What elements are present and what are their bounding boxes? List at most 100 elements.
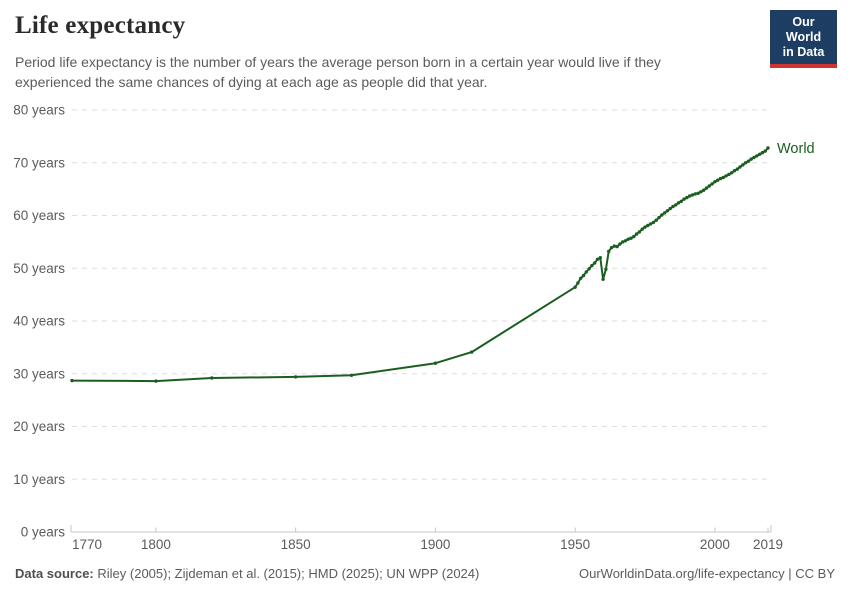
- data-point-marker: [690, 193, 695, 197]
- data-point-marker: [704, 186, 709, 190]
- data-point-marker: [618, 242, 622, 246]
- data-point-marker: [727, 172, 731, 177]
- data-point-marker: [674, 203, 678, 207]
- data-point-marker: [707, 184, 711, 188]
- data-point-marker: [637, 230, 642, 234]
- data-point-marker: [746, 159, 751, 163]
- data-point-marker: [581, 273, 586, 278]
- data-point-marker: [609, 246, 614, 250]
- subtitle-line-1: Period life expectancy is the number of …: [15, 54, 661, 70]
- data-point-marker: [741, 163, 745, 167]
- data-point-marker: [716, 178, 720, 182]
- y-axis-tick-label: 40 years: [13, 314, 65, 329]
- data-point-marker: [621, 240, 625, 244]
- x-axis-tick-label: 1800: [141, 537, 171, 552]
- data-point-marker: [648, 222, 653, 226]
- data-point-marker: [154, 379, 158, 383]
- data-point-marker: [604, 267, 608, 271]
- y-axis-tick-label: 80 years: [13, 103, 65, 118]
- data-point-marker: [607, 249, 611, 254]
- x-axis-tick-label: 1900: [420, 537, 450, 552]
- x-axis-tick-label: 1770: [72, 537, 102, 552]
- data-point-marker: [587, 267, 591, 271]
- data-point-marker: [743, 161, 748, 165]
- data-point-marker: [632, 234, 636, 239]
- data-source-label: Data source:: [15, 566, 94, 581]
- data-point-marker: [718, 176, 723, 181]
- data-point-marker: [660, 213, 664, 217]
- chart-subtitle: Period life expectancy is the number of …: [15, 53, 735, 92]
- data-point-marker: [433, 361, 438, 365]
- data-point-marker: [710, 182, 714, 186]
- data-point-marker: [615, 244, 619, 249]
- data-point-marker: [668, 206, 672, 211]
- data-point-marker: [626, 237, 630, 241]
- data-point-marker: [752, 155, 756, 160]
- data-point-marker: [685, 195, 689, 200]
- data-point-marker: [721, 175, 725, 180]
- data-point-marker: [724, 174, 728, 178]
- data-point-marker: [623, 239, 628, 243]
- data-point-marker: [732, 169, 737, 173]
- data-point-marker: [702, 188, 706, 192]
- data-point-marker: [730, 171, 734, 175]
- data-point-marker: [676, 201, 681, 205]
- data-point-marker: [612, 244, 616, 248]
- data-point-marker: [646, 223, 650, 228]
- world-series-line[interactable]: [71, 147, 769, 383]
- data-point-marker: [643, 225, 647, 229]
- data-point-marker: [679, 199, 683, 203]
- data-point-marker: [579, 276, 583, 280]
- y-axis-tick-label: 30 years: [13, 366, 65, 381]
- x-axis-tick-label: 2019: [753, 537, 783, 552]
- data-point-marker: [629, 236, 633, 240]
- series-label-world: World: [777, 141, 815, 157]
- data-point-marker: [693, 192, 697, 196]
- y-axis-tick-label: 60 years: [13, 208, 65, 223]
- data-point-marker: [657, 215, 661, 220]
- data-point-marker: [665, 209, 670, 213]
- data-point-marker: [696, 191, 700, 195]
- data-point-marker: [760, 151, 765, 155]
- logo-line-2: in Data: [782, 45, 825, 59]
- data-point-marker: [601, 277, 605, 281]
- footer-link[interactable]: OurWorldinData.org/life-expectancy | CC …: [578, 566, 835, 581]
- data-point-marker: [766, 146, 770, 150]
- x-axis-tick-label: 1850: [281, 537, 311, 552]
- data-point-marker: [763, 149, 767, 153]
- data-point-marker: [713, 180, 717, 184]
- x-axis-tick-label: 1950: [560, 537, 590, 552]
- data-point-marker: [573, 285, 577, 289]
- y-axis-tick-label: 70 years: [13, 155, 65, 170]
- data-point-marker: [210, 376, 214, 380]
- data-point-marker: [595, 257, 600, 261]
- data-point-marker: [662, 211, 667, 215]
- data-source-note: Data source: Riley (2005); Zijdeman et a…: [15, 566, 479, 581]
- data-source-text: Riley (2005); Zijdeman et al. (2015); HM…: [97, 566, 480, 581]
- data-point-marker: [584, 270, 588, 274]
- data-point-marker: [70, 378, 74, 383]
- data-point-marker: [470, 350, 474, 354]
- data-point-marker: [576, 281, 580, 285]
- data-point-marker: [682, 197, 686, 201]
- owid-logo[interactable]: Our World in Data: [770, 10, 837, 68]
- x-axis-tick-label: 2000: [700, 537, 730, 552]
- y-axis-tick-label: 50 years: [13, 261, 65, 276]
- data-point-marker: [671, 204, 675, 209]
- logo-line-1: Our World: [785, 15, 822, 44]
- data-point-marker: [735, 167, 739, 171]
- data-point-marker: [749, 157, 753, 161]
- data-point-marker: [634, 232, 639, 236]
- page-title: Life expectancy: [15, 12, 186, 39]
- data-point-marker: [593, 261, 597, 265]
- data-point-marker: [738, 165, 742, 169]
- y-axis-tick-label: 20 years: [13, 419, 65, 434]
- data-point-marker: [755, 154, 759, 158]
- data-point-marker: [640, 227, 644, 231]
- data-point-marker: [598, 256, 602, 260]
- data-point-marker: [757, 152, 762, 156]
- data-point-marker: [699, 190, 703, 194]
- data-point-marker: [654, 218, 658, 222]
